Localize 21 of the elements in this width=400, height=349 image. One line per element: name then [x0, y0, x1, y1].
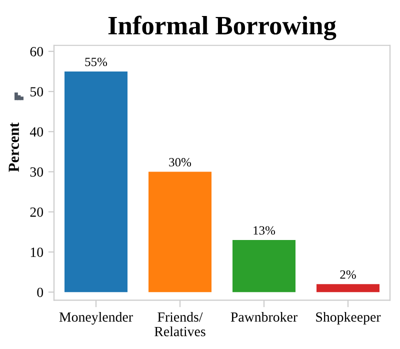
- y-tick-label: 40: [30, 127, 44, 137]
- y-tick-label: 20: [30, 207, 44, 217]
- x-tick-label: Moneylender: [59, 312, 133, 325]
- data-label: 55%: [85, 58, 108, 66]
- bar: [64, 71, 128, 292]
- chart-title: Informal Borrowing: [108, 16, 336, 40]
- bar: [316, 284, 380, 292]
- y-tick-label: 60: [30, 46, 44, 56]
- x-tick-label: Pawnbroker: [230, 312, 298, 322]
- data-label: 2%: [340, 270, 356, 279]
- y-tick-label: 10: [30, 248, 44, 257]
- x-tick-label: Shopkeeper: [316, 312, 381, 325]
- y-tick-label: 50: [30, 87, 44, 96]
- y-tick-label: 0: [37, 288, 44, 298]
- data-label: 13%: [254, 226, 276, 235]
- bar: [232, 240, 296, 292]
- y-tick-label: 30: [30, 167, 44, 177]
- data-label: 30%: [169, 158, 192, 166]
- bar: [148, 172, 212, 292]
- y-axis-title: Percent: [8, 122, 19, 172]
- x-tick-label: Friends/ Relatives: [154, 312, 206, 336]
